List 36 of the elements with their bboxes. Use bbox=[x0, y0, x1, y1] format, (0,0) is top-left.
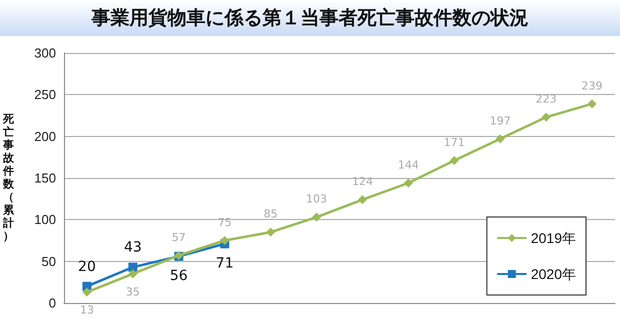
point bbox=[588, 99, 597, 108]
data-label: 35 bbox=[126, 285, 140, 298]
point bbox=[312, 212, 322, 222]
y-tick-label: 100 bbox=[34, 212, 56, 228]
data-label: 239 bbox=[582, 79, 603, 92]
data-label: 20 bbox=[78, 258, 96, 275]
data-label: 43 bbox=[124, 240, 142, 256]
data-label: 197 bbox=[490, 114, 511, 128]
point bbox=[266, 228, 276, 237]
data-label: 13 bbox=[80, 304, 94, 317]
y-tick-label: 150 bbox=[34, 170, 56, 186]
point bbox=[450, 156, 459, 165]
legend-label: 2019年 bbox=[530, 230, 576, 246]
y-tick-label: 300 bbox=[34, 46, 56, 60]
chart-title: 事業用貨物車に係る第１当事者死亡事故件数の状況 bbox=[0, 0, 620, 36]
data-label: 71 bbox=[216, 255, 234, 272]
data-label: 57 bbox=[172, 231, 186, 244]
y-tick-label: 50 bbox=[42, 254, 56, 269]
data-label: 171 bbox=[444, 136, 465, 149]
y-tick-label: 200 bbox=[34, 128, 56, 144]
point bbox=[128, 262, 138, 272]
data-label: 56 bbox=[170, 268, 188, 284]
y-tick-label: 0 bbox=[48, 296, 56, 310]
legend-label: 2020年 bbox=[530, 266, 576, 282]
y-tick-label: 250 bbox=[34, 87, 56, 102]
point bbox=[358, 195, 367, 204]
point bbox=[82, 288, 92, 297]
data-label: 144 bbox=[398, 158, 419, 172]
point bbox=[496, 134, 505, 144]
point bbox=[128, 269, 138, 278]
data-label: 85 bbox=[264, 208, 278, 221]
point bbox=[220, 236, 230, 245]
point bbox=[404, 178, 413, 188]
point bbox=[542, 112, 551, 122]
text: 死亡事故件数（累計） bbox=[3, 114, 14, 242]
data-label: 103 bbox=[306, 192, 328, 206]
